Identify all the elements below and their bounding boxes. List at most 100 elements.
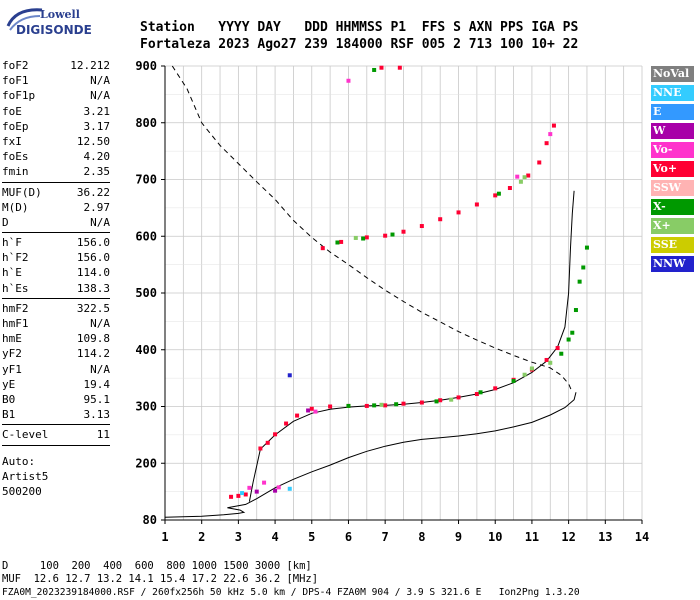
echo-point (401, 401, 406, 406)
autoscaling-info: Auto: (2, 454, 36, 468)
echo-point (526, 173, 531, 178)
param-value: 36.22 (76, 185, 110, 199)
param-value: 3.13 (83, 408, 111, 422)
echo-point (243, 492, 248, 497)
params-separator (2, 181, 110, 183)
echo-point (515, 174, 520, 179)
echo-point (287, 486, 292, 491)
param-value: N/A (90, 215, 110, 229)
param-name: hmE (2, 332, 22, 346)
param-row: B0 95.1 (2, 392, 110, 407)
param-name: foEp (2, 119, 29, 133)
legend-item-sse: SSE (651, 237, 694, 253)
param-row: foEs 4.20 (2, 149, 110, 164)
param-value: 156.0 (76, 236, 110, 250)
param-name: h`F (2, 236, 22, 250)
param-value: 19.4 (83, 377, 111, 391)
echo-point (496, 191, 501, 196)
param-value: 138.3 (76, 281, 110, 295)
param-name: fxI (2, 134, 22, 148)
param-row: h`F 156.0 (2, 235, 110, 250)
echo-point (551, 123, 556, 128)
y-tick-label: 900 (135, 59, 157, 73)
param-value: 3.17 (83, 119, 111, 133)
echo-point (364, 403, 369, 408)
params-separator (2, 297, 110, 299)
echo-point (346, 78, 351, 83)
echo-point (339, 239, 344, 244)
param-name: yF1 (2, 362, 22, 376)
param-value: 2.97 (83, 200, 111, 214)
param-value: N/A (90, 89, 110, 103)
param-value: 3.21 (83, 104, 111, 118)
param-value: 2.35 (83, 165, 111, 179)
echo-point (544, 357, 549, 362)
digisonde-logo (4, 4, 74, 44)
x-tick-label: 12 (561, 530, 575, 544)
echo-point (493, 193, 498, 198)
param-row: yF2 114.2 (2, 346, 110, 361)
echo-point (555, 346, 560, 351)
param-name: h`Es (2, 281, 29, 295)
echo-point (522, 372, 527, 377)
x-tick-label: 7 (382, 530, 389, 544)
echo-point (390, 232, 395, 237)
params-separator (2, 424, 110, 426)
param-value: 114.0 (76, 266, 110, 280)
echo-point (247, 485, 252, 490)
echo-point (419, 400, 424, 405)
echo-point (258, 446, 263, 451)
echo-point (295, 413, 300, 418)
echo-point (493, 386, 498, 391)
param-name: h`F2 (2, 251, 29, 265)
echo-point (379, 402, 384, 407)
param-row: hmF1 N/A (2, 316, 110, 331)
y-tick-label: 500 (135, 286, 157, 300)
echo-point (478, 390, 483, 395)
echo-point (276, 485, 281, 490)
footer-muf-row: MUF 12.6 12.7 13.2 14.1 15.4 17.2 22.6 3… (2, 573, 319, 585)
y-tick-label: 300 (135, 400, 157, 414)
param-row: h`F2 156.0 (2, 250, 110, 265)
y-tick-label: 400 (135, 343, 157, 357)
param-name: foE (2, 104, 22, 118)
y-tick-label: 80 (143, 513, 157, 527)
echo-point (284, 421, 289, 426)
echo-point (236, 493, 241, 498)
legend-item-vo: Vo- (651, 142, 694, 158)
param-row: M(D) 2.97 (2, 200, 110, 215)
echo-point (397, 65, 402, 70)
echo-point (383, 403, 388, 408)
param-value: 12.212 (70, 59, 110, 72)
param-name: h`E (2, 266, 22, 280)
echo-point (456, 210, 461, 215)
echo-point (401, 229, 406, 234)
x-tick-label: 11 (525, 530, 539, 544)
echo-point (456, 395, 461, 400)
header-labels-row: Station YYYY DAY DDD HHMMSS P1 FFS S AXN… (140, 20, 579, 35)
x-tick-label: 14 (635, 530, 649, 544)
x-tick-label: 9 (455, 530, 462, 544)
legend-item-e: E (651, 104, 694, 120)
echo-point (434, 399, 439, 404)
echo-point (537, 160, 542, 165)
param-value: 156.0 (76, 251, 110, 265)
param-value: 95.1 (83, 392, 111, 406)
header-values-row: Fortaleza 2023 Ago27 239 184000 RSF 005 … (140, 37, 579, 52)
logo-digisonde-text: DIGISONDE (16, 23, 92, 37)
echo-point (309, 406, 314, 411)
x-tick-label: 5 (308, 530, 315, 544)
param-name: B0 (2, 392, 16, 406)
param-name: foF1 (2, 74, 29, 88)
param-value: N/A (90, 74, 110, 88)
x-tick-label: 6 (345, 530, 352, 544)
legend-item-x: X- (651, 199, 694, 215)
echo-point (438, 398, 443, 403)
param-row: MUF(D) 36.22 (2, 185, 110, 200)
echo-point (438, 217, 443, 222)
logo-swoosh (6, 8, 43, 31)
legend-item-vo: Vo+ (651, 161, 694, 177)
param-row: hmF2 322.5 (2, 301, 110, 316)
echo-point (240, 491, 245, 496)
